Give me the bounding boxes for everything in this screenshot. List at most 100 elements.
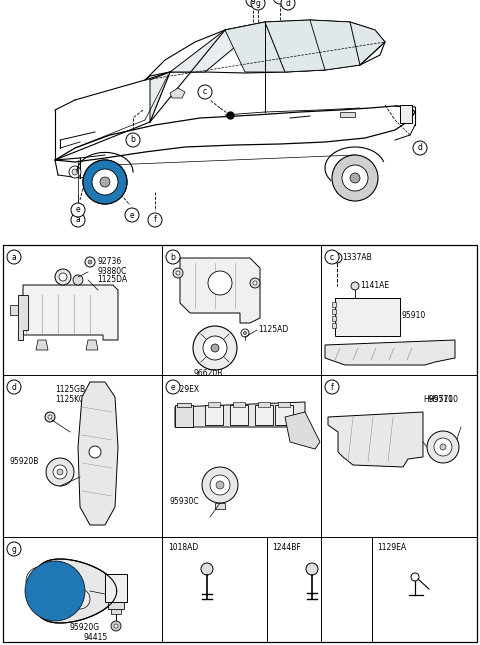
Polygon shape [78,382,118,525]
Text: 1018AD: 1018AD [168,542,198,551]
Circle shape [148,213,162,227]
Text: g: g [251,0,255,5]
Text: c: c [203,88,207,97]
Circle shape [243,332,247,335]
Circle shape [48,415,52,419]
Text: a: a [12,252,16,261]
Polygon shape [55,106,415,162]
Circle shape [216,481,224,489]
Circle shape [88,260,92,264]
Circle shape [350,173,360,183]
Circle shape [440,444,446,450]
Circle shape [250,278,260,288]
Polygon shape [36,340,48,350]
Text: H95710: H95710 [423,395,453,404]
Bar [230,405,248,425]
Bar [215,503,225,509]
Text: e: e [130,210,134,219]
Text: b: b [170,252,175,261]
Circle shape [241,329,249,337]
Text: 1129EA: 1129EA [377,542,406,551]
Circle shape [55,269,71,285]
Bar [177,403,191,407]
Circle shape [26,567,54,595]
Circle shape [7,542,21,556]
Circle shape [332,253,342,263]
Circle shape [173,268,183,278]
Text: 1125KC: 1125KC [55,395,84,404]
Circle shape [72,169,78,175]
Circle shape [253,281,257,285]
Circle shape [70,589,90,609]
Bar [400,105,412,123]
Bar [258,402,270,407]
Text: d: d [12,382,16,392]
Polygon shape [225,22,285,72]
Circle shape [413,141,427,155]
Text: 93880C: 93880C [97,268,126,277]
Circle shape [246,0,260,7]
Bar [332,302,336,307]
Text: f: f [154,215,156,224]
Polygon shape [33,559,117,623]
Circle shape [89,446,101,458]
Bar [275,405,293,425]
Circle shape [306,563,318,575]
Circle shape [325,380,339,394]
Bar [255,405,273,425]
Bar [233,402,245,407]
Circle shape [69,166,81,178]
Circle shape [166,250,180,264]
Circle shape [7,380,21,394]
Circle shape [208,271,232,295]
Polygon shape [145,20,385,80]
Circle shape [59,273,67,281]
Circle shape [39,596,57,614]
Text: 95920B: 95920B [10,457,39,466]
Circle shape [427,431,459,463]
Text: d: d [418,143,422,152]
Circle shape [114,624,118,628]
Bar [335,298,400,336]
Circle shape [71,203,85,217]
Circle shape [434,438,452,456]
Polygon shape [265,20,325,72]
Polygon shape [325,340,455,365]
Text: g: g [12,544,16,553]
Bar [332,323,336,328]
Text: 1337AB: 1337AB [342,253,372,263]
Text: 1125DA: 1125DA [97,275,127,284]
Text: 96620B: 96620B [193,370,222,379]
Circle shape [198,85,212,99]
Circle shape [71,213,85,227]
Circle shape [73,275,83,285]
Circle shape [210,475,230,495]
Bar [175,405,193,427]
Text: f: f [331,382,334,392]
Circle shape [45,412,55,422]
Bar [111,609,121,614]
Text: 95920G: 95920G [70,622,100,631]
Bar [332,316,336,321]
Circle shape [332,155,378,201]
Circle shape [57,469,63,475]
Text: d: d [286,0,290,8]
Polygon shape [175,402,305,427]
Polygon shape [23,285,118,340]
Circle shape [53,465,67,479]
Text: d: d [277,0,282,1]
Circle shape [201,563,213,575]
Circle shape [83,160,127,204]
Polygon shape [170,88,185,98]
Text: 1141AE: 1141AE [360,281,389,290]
Text: 95910: 95910 [402,312,426,321]
Text: 1125AD: 1125AD [258,324,288,333]
Text: 1244BF: 1244BF [272,542,301,551]
Text: 95930C: 95930C [170,497,200,506]
Circle shape [111,621,121,631]
Circle shape [351,282,359,290]
Text: c: c [330,252,334,261]
Bar [108,602,124,609]
Bar [278,402,290,407]
Circle shape [126,133,140,147]
